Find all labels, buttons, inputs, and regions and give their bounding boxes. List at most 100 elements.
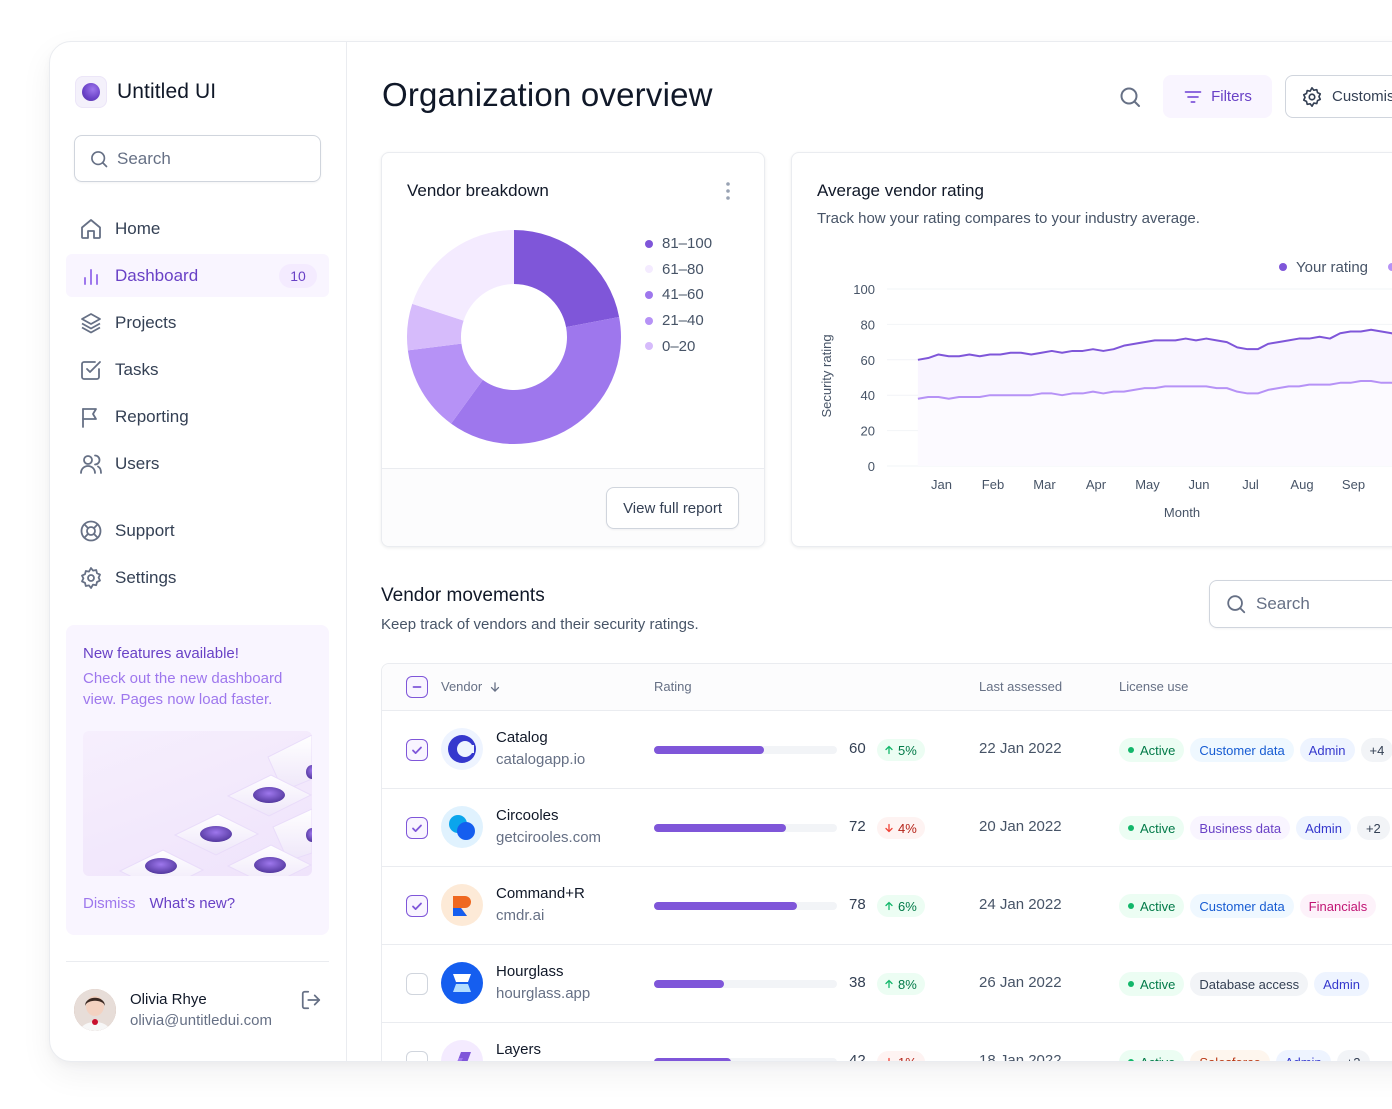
tag-label: Active (1140, 820, 1176, 836)
vendor-breakdown-card: Vendor breakdown 81–100 61–80 41–60 21–40 0–… (381, 152, 765, 547)
last-assessed-column-header[interactable]: Last assessed (979, 679, 1063, 694)
license-tag: Salesforce (1190, 1050, 1270, 1061)
tag-label: Admin (1284, 1054, 1322, 1062)
x-tick-label: May (1135, 477, 1160, 492)
tag-label: Database access (1199, 976, 1300, 992)
row-checkbox[interactable] (406, 1051, 428, 1061)
table-row[interactable]: Catalog catalogapp.io 60 5% 22 Jan 2022 Activ… (382, 711, 1392, 789)
arrow-down-icon (491, 681, 500, 692)
license-tag: Admin (1296, 816, 1351, 840)
layers-icon (81, 312, 101, 333)
view-full-report-button[interactable]: View full report (606, 487, 739, 529)
sidebar-item-tasks[interactable]: Tasks (66, 348, 329, 391)
arrow-up-icon (885, 979, 893, 989)
tag-label: +2 (1365, 820, 1381, 836)
whats-new-link[interactable]: What’s new? (149, 895, 236, 912)
select-all-checkbox[interactable] (406, 676, 428, 698)
y-tick-label: 60 (861, 353, 875, 368)
legend-dot (645, 316, 653, 325)
vendor-column-header[interactable]: Vendor (441, 679, 502, 694)
license-tag: Database access (1190, 972, 1309, 996)
x-tick-label: Apr (1086, 477, 1107, 492)
promo-illustration (83, 731, 312, 876)
vendor-logo-icon (441, 1040, 483, 1061)
license-use-column-header[interactable]: License use (1119, 679, 1189, 694)
promo-actions: Dismiss What’s new? (83, 895, 235, 912)
user-profile: Olivia Rhye olivia@untitledui.com (66, 961, 329, 1051)
sidebar-item-dashboard[interactable]: Dashboard 10 (66, 254, 329, 297)
sidebar-item-home[interactable]: Home (66, 207, 329, 250)
y-tick-label: 40 (861, 388, 875, 403)
license-tags: Active Database access Admin (1119, 972, 1369, 996)
sidebar-item-users[interactable]: Users (66, 442, 329, 485)
main-content: Organization overview Filters Customise … (348, 42, 1392, 1061)
more-vertical-icon[interactable] (724, 180, 732, 202)
vendor-domain: getcirooles.com (496, 829, 602, 846)
row-checkbox[interactable] (406, 739, 428, 761)
vendor-name: Hourglass (496, 963, 564, 980)
customise-label: Customise (1332, 88, 1392, 105)
sidebar-item-label: Support (115, 520, 175, 540)
rating-change-badge: 5% (877, 739, 925, 761)
donut-slice-3 (407, 303, 464, 351)
rating-bar (654, 824, 837, 832)
avatar[interactable] (74, 989, 116, 1031)
vendor-name: Command+R (496, 885, 585, 902)
vendor-logo-icon (441, 884, 483, 926)
tag-label: Customer data (1199, 742, 1285, 758)
sidebar-item-label: Projects (115, 312, 177, 332)
search-icon (91, 150, 108, 167)
license-tag: Admin (1299, 738, 1355, 762)
rating-value: 42 (849, 1052, 866, 1062)
row-checkbox[interactable] (406, 895, 428, 917)
tag-label: Admin (1323, 976, 1360, 992)
y-tick-label: 0 (868, 459, 875, 474)
rating-change-badge: 4% (877, 817, 925, 839)
sidebar-item-settings[interactable]: Settings (66, 556, 329, 599)
row-checkbox[interactable] (406, 973, 428, 995)
legend-label: Your rating (1296, 259, 1368, 276)
sidebar-search-input[interactable]: Search (74, 135, 321, 182)
rating-change-value: 8% (898, 976, 917, 992)
table-row[interactable]: Command+R cmdr.ai 78 6% 24 Jan 2022 Active Cus… (382, 867, 1392, 945)
vendor-name: Layers (496, 1041, 542, 1058)
tag-label: Active (1140, 976, 1176, 992)
table-row[interactable]: Circooles getcirooles.com 72 4% 20 Jan 2022 A… (382, 789, 1392, 867)
logout-icon[interactable] (300, 989, 322, 1011)
vendor-search-input[interactable]: Search (1209, 580, 1392, 628)
logo-icon (75, 76, 107, 108)
legend-label: 61–80 (662, 260, 704, 278)
vendor-domain: catalogapp.io (496, 751, 586, 768)
search-icon[interactable] (1118, 85, 1142, 109)
settings-icon (81, 566, 101, 589)
tag-label: Active (1140, 1054, 1176, 1062)
app-window: Untitled UI Search Home Dashboard 10 Pro… (49, 41, 1392, 1062)
customise-button[interactable]: Customise (1285, 75, 1392, 118)
vendor-logo-icon (441, 962, 483, 1004)
rating-line-chart: 020406080100JanFebMarAprMayJunJulAugSepO… (819, 259, 1392, 520)
filters-button[interactable]: Filters (1163, 75, 1272, 118)
series-area (917, 381, 1392, 466)
sidebar-item-projects[interactable]: Projects (66, 301, 329, 344)
legend-dot (645, 265, 653, 274)
rating-bar-fill (654, 902, 797, 910)
license-tag: Financials (1299, 894, 1377, 918)
dismiss-button[interactable]: Dismiss (83, 895, 136, 912)
table-row[interactable]: Hourglass hourglass.app 38 8% 26 Jan 2022 Act… (382, 945, 1392, 1023)
donut-legend-item: 61–80 (645, 257, 712, 283)
rating-column-header[interactable]: Rating (654, 679, 692, 694)
sidebar-item-support[interactable]: Support (66, 509, 329, 552)
x-tick-label: Sep (1342, 477, 1365, 492)
status-dot (1128, 825, 1134, 831)
settings-icon (1302, 86, 1322, 107)
rating-bar-fill (654, 1058, 731, 1061)
row-checkbox[interactable] (406, 817, 428, 839)
sidebar-item-reporting[interactable]: Reporting (66, 395, 329, 438)
filters-label: Filters (1211, 88, 1252, 105)
donut-slice-0 (514, 230, 620, 328)
app-logo[interactable]: Untitled UI (75, 76, 216, 108)
vendor-domain: cmdr.ai (496, 907, 545, 924)
table-row[interactable]: Layers 42 1% 18 Jan 2022 Active Salesforce Adm… (382, 1023, 1392, 1062)
status-dot (1128, 903, 1134, 909)
search-icon (1227, 595, 1246, 614)
